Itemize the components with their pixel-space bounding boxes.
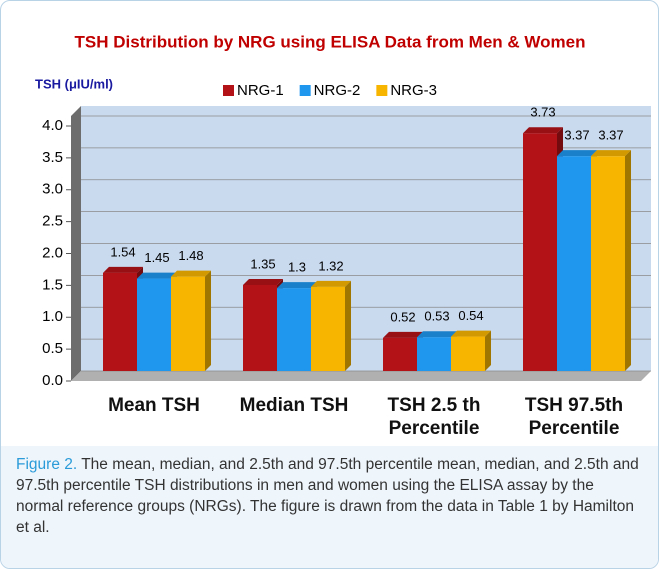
bar-top [523, 127, 563, 134]
bar [557, 156, 591, 371]
y-tick-label: 4.0 [42, 117, 63, 134]
bar-side [205, 270, 211, 371]
x-tick-label: TSH 2.5 th Percentile [387, 395, 481, 439]
value-label: 1.32 [318, 258, 343, 273]
y-axis-label: TSH (μIU/ml) [35, 76, 113, 91]
value-label: 0.54 [458, 308, 483, 323]
bar-top [451, 330, 491, 337]
y-tick-label: 0.0 [42, 372, 63, 389]
x-tick-label: TSH 97.5th Percentile [524, 395, 624, 439]
bar [523, 133, 557, 371]
y-tick-label: 2.0 [42, 244, 63, 261]
chart-title: TSH Distribution by NRG using ELISA Data… [75, 32, 586, 51]
y-tick-label: 1.5 [42, 276, 63, 293]
y-tick-label: 3.0 [42, 181, 63, 198]
value-label: 3.73 [530, 105, 555, 120]
legend-label: NRG-2 [314, 82, 361, 99]
x-tick-label: Median TSH [239, 395, 349, 416]
y-tick-label: 0.5 [42, 340, 63, 357]
legend-label: NRG-3 [390, 82, 437, 99]
bar-top [103, 266, 143, 273]
bar-side [485, 330, 491, 371]
value-label: 1.3 [288, 260, 306, 275]
bar [383, 337, 417, 371]
legend-swatch [376, 85, 388, 96]
bar [171, 276, 205, 371]
floor [71, 371, 651, 381]
caption: Figure 2. The mean, median, and 2.5th an… [1, 446, 658, 568]
y-tick-label: 2.5 [42, 213, 63, 230]
value-label: 3.37 [598, 128, 623, 143]
value-label: 0.53 [424, 309, 449, 324]
value-label: 1.35 [250, 256, 275, 271]
caption-text: The mean, median, and 2.5th and 97.5th p… [16, 456, 639, 536]
bar [137, 278, 171, 371]
value-label: 1.54 [110, 244, 135, 259]
bar [417, 337, 451, 371]
bar-top [277, 282, 317, 289]
y-tick-label: 1.0 [42, 308, 63, 325]
value-label: 3.37 [564, 128, 589, 143]
x-tick-label: Mean TSH [108, 395, 200, 416]
bar-top [591, 150, 631, 157]
value-label: 0.52 [390, 309, 415, 324]
bar-top [311, 280, 351, 287]
y-tick-label: 3.5 [42, 149, 63, 166]
bar-top [383, 331, 423, 338]
bar [591, 156, 625, 371]
bar-top [171, 270, 211, 277]
bar-side [345, 280, 351, 371]
side-wall [71, 106, 81, 381]
legend-swatch [299, 85, 311, 96]
bar-top [137, 272, 177, 279]
bar-top [557, 150, 597, 157]
bar [103, 272, 137, 371]
chart: TSH Distribution by NRG using ELISA Data… [35, 32, 651, 389]
legend-swatch [223, 85, 234, 96]
caption-label: Figure 2. [16, 456, 78, 473]
bar [243, 284, 277, 371]
bar-top [417, 331, 457, 338]
bar [451, 336, 485, 371]
bar-side [625, 150, 631, 371]
bar-top [243, 278, 283, 285]
value-label: 1.48 [178, 248, 203, 263]
bar [311, 286, 345, 371]
value-label: 1.45 [144, 250, 169, 265]
bar [277, 288, 311, 371]
legend-label: NRG-1 [237, 82, 284, 99]
